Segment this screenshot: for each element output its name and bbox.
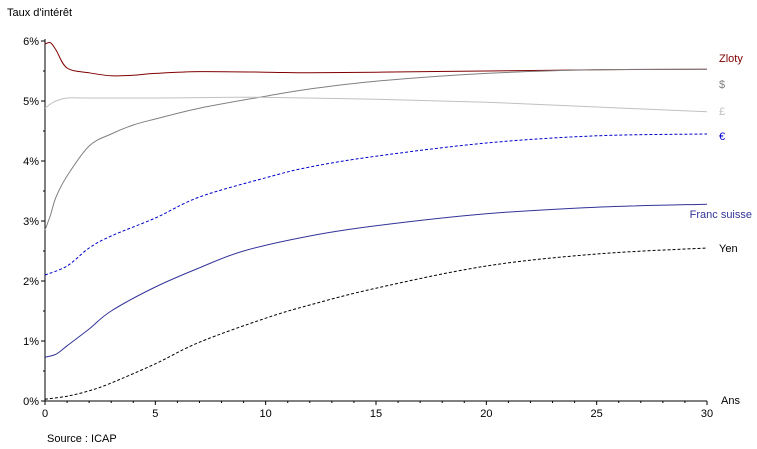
x-tick-label: 20	[480, 408, 492, 420]
axes: 0% 1% 2% 3% 4% 5% 6% 0 5 10 15 20 25 30	[23, 36, 713, 420]
x-axis-title: Ans	[721, 395, 740, 407]
y-tick-label: 6%	[23, 36, 39, 48]
y-tick-label: 0%	[23, 396, 39, 408]
y-tick-label: 3%	[23, 216, 39, 228]
y-tick-label: 4%	[23, 156, 39, 168]
series-line	[44, 42, 708, 77]
series-labels: Zloty $ £ € Franc suisse Yen	[690, 53, 752, 255]
series-line	[44, 133, 708, 276]
series-label: Zloty	[719, 53, 743, 65]
x-tick-label: 25	[591, 408, 603, 420]
series-label: €	[719, 131, 725, 143]
x-tick-label: 5	[152, 408, 158, 420]
series-line	[44, 247, 708, 400]
y-axis-title: Taux d'intérêt	[7, 7, 72, 19]
series-label: £	[719, 106, 725, 118]
y-tick-label: 1%	[23, 336, 39, 348]
series-label: $	[719, 79, 725, 91]
series-label: Yen	[719, 243, 738, 255]
series-line	[44, 203, 708, 358]
series-line	[44, 96, 708, 113]
x-tick-label: 0	[42, 408, 48, 420]
x-tick-label: 10	[260, 408, 272, 420]
x-tick-label: 15	[370, 408, 382, 420]
series-line	[44, 68, 708, 231]
series-label: Franc suisse	[690, 209, 752, 221]
series-layer	[44, 42, 708, 400]
source-note: Source : ICAP	[47, 433, 117, 445]
y-tick-label: 2%	[23, 276, 39, 288]
x-tick-label: 30	[701, 408, 713, 420]
y-tick-label: 5%	[23, 96, 39, 108]
